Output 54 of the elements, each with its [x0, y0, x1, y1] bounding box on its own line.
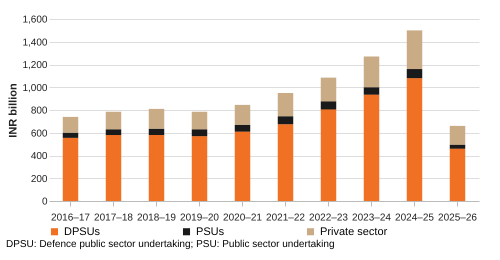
bar	[450, 126, 466, 145]
x-tick-label: 2019–20	[180, 212, 220, 224]
y-tick-label: 1,600	[22, 14, 48, 26]
bar	[450, 144, 466, 149]
bar	[278, 124, 294, 201]
bar	[148, 128, 164, 136]
x-tick-label: 2022–23	[309, 212, 348, 224]
x-tick-label: 2024–25	[395, 212, 434, 224]
y-tick-label: 400	[30, 151, 48, 162]
legend-label: PSUs	[196, 226, 225, 238]
x-tick-label: 2021–22	[266, 212, 306, 224]
y-tick-label: 0	[42, 196, 48, 208]
bar	[234, 104, 250, 125]
y-tick-label: 600	[30, 128, 48, 140]
x-tick-label: 2018–19	[137, 212, 176, 224]
bar	[406, 30, 422, 70]
legend-label: Private sector	[320, 226, 388, 238]
bar	[106, 135, 122, 201]
bar	[364, 87, 380, 95]
y-tick-label: 1,000	[22, 82, 48, 94]
bar	[450, 148, 466, 201]
y-tick-label: 800	[30, 106, 48, 116]
bar	[62, 132, 78, 138]
bar	[62, 116, 78, 133]
bar	[192, 129, 208, 136]
y-axis-title: INR billion	[7, 83, 20, 138]
bar	[192, 112, 208, 130]
bar	[192, 136, 208, 201]
x-tick-label: 2020–21	[223, 212, 262, 224]
bar	[278, 92, 294, 116]
bar	[106, 129, 122, 136]
text: DPSU: Defence public sector undertaking; PSU: Public sector undertaking	[6, 239, 336, 250]
bar	[406, 78, 422, 201]
y-tick-label: 1,200	[22, 60, 48, 71]
x-tick-label: 2023–24	[352, 212, 392, 224]
x-tick-label: 2017–18	[94, 212, 134, 224]
bar	[62, 138, 78, 201]
bar	[234, 132, 250, 201]
bar	[364, 94, 380, 201]
bar	[148, 108, 164, 129]
y-tick-label: 200	[30, 174, 48, 185]
legend-label: DPSUs	[64, 226, 101, 238]
bar	[320, 101, 336, 110]
bar	[364, 56, 380, 88]
bar	[278, 116, 294, 124]
bar	[106, 112, 122, 130]
y-tick-label: 1,400	[22, 37, 48, 48]
bar	[406, 69, 422, 78]
bar	[234, 124, 250, 132]
x-tick-label: 2016–17	[51, 212, 90, 224]
bar	[320, 109, 336, 201]
bar	[148, 135, 164, 201]
bar	[320, 78, 336, 102]
x-tick-label: 2025–26	[438, 212, 478, 224]
